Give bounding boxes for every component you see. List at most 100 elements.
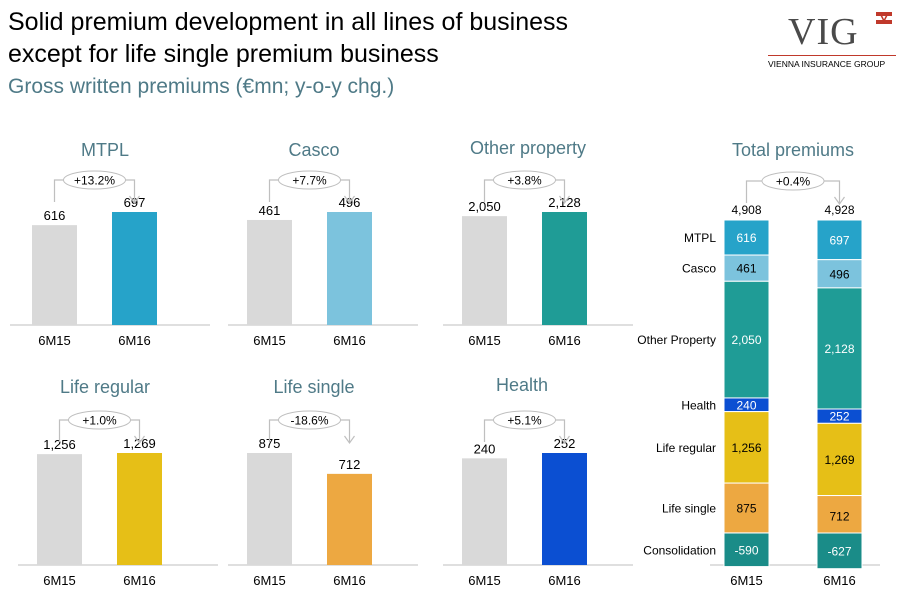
total-segment-label-6M15-mtpl: 616 — [736, 231, 756, 245]
panel-5-bar-6M16 — [327, 473, 372, 565]
total-bar-6M15-consolidation — [723, 532, 770, 568]
total-segment-label-6M16-health: 252 — [829, 410, 849, 424]
panel-5-category-label-6M16: 6M16 — [333, 573, 366, 588]
panel-5-bar-6M15 — [247, 453, 292, 565]
panel-6-change-badge — [493, 410, 556, 430]
logo-subtext: VIENNA INSURANCE GROUP — [768, 59, 886, 69]
panel-5-value-label-6M15: 875 — [259, 436, 281, 451]
title-line-1: Solid premium development in all lines o… — [8, 8, 569, 36]
panel-1-category-label-6M16: 6M16 — [118, 333, 151, 348]
panel-6-value-label-6M15: 240 — [474, 441, 496, 456]
total-row-label-life-regular: Life regular — [656, 441, 716, 455]
total-bar-6M15-mtpl — [723, 219, 770, 256]
total-row-label-mtpl: MTPL — [684, 231, 716, 245]
panel-5-change-label: -18.6% — [290, 414, 328, 428]
panel-2-category-label-6M15: 6M15 — [253, 333, 286, 348]
total-bar-6M16-consolidation — [816, 532, 863, 570]
panel-1-title: MTPL — [81, 140, 129, 160]
total-row-label-casco: Casco — [682, 262, 716, 276]
panel-6-bar-6M16 — [542, 453, 587, 565]
title-line-2: except for life single premium business — [8, 40, 439, 68]
panel-1-value-label-6M15: 616 — [44, 208, 66, 223]
total-segment-label-6M16-mtpl: 697 — [829, 233, 849, 247]
total-bar-6M15-other-property — [723, 280, 770, 399]
total-row-label-health: Health — [681, 398, 716, 412]
panel-5-value-label-6M16: 712 — [339, 457, 361, 472]
panel-6-change-label: +5.1% — [507, 414, 542, 428]
panel-4-change-badge — [68, 410, 131, 430]
panel-2-bar-6M15 — [247, 219, 292, 325]
total-segment-label-6M15-other-property: 2,050 — [731, 333, 761, 347]
panel-6-category-label-6M16: 6M16 — [548, 573, 581, 588]
total-change-arrow-icon — [834, 196, 845, 206]
page-subtitle: Gross written premiums (€mn; y-o-y chg.) — [8, 75, 395, 98]
total-segment-label-6M16-life-single: 712 — [829, 509, 849, 523]
total-bar-6M15-casco — [723, 254, 770, 282]
panel-5-change-badge — [278, 410, 341, 430]
panel-6-change-arrow-icon — [559, 435, 570, 445]
panel-3-change-label: +3.8% — [507, 174, 542, 188]
panel-4-value-label-6M15: 1,256 — [43, 437, 76, 452]
total-sum-label-6M15: 4,908 — [731, 203, 761, 217]
panel-4-category-label-6M16: 6M16 — [123, 573, 156, 588]
panel-3-bar-6M16 — [542, 212, 587, 325]
panel-4-change-label: +1.0% — [82, 414, 117, 428]
panel-2-bar-6M16 — [327, 212, 372, 325]
total-bar-6M16-other-property — [816, 287, 863, 410]
panel-1-bar-6M16 — [112, 212, 157, 325]
total-segment-label-6M15-casco: 461 — [736, 262, 756, 276]
panel-5-title: Life single — [273, 377, 354, 397]
page-title: Solid premium development in all lines o… — [8, 6, 568, 70]
panel-3-change-arrow-icon — [559, 195, 570, 205]
total-category-label-6M15: 6M15 — [730, 573, 763, 588]
total-bar-6M15-life-single — [723, 482, 770, 534]
panel-2-change-label: +7.7% — [292, 174, 327, 188]
total-segment-label-6M16-casco: 496 — [829, 267, 849, 281]
panel-1-change-arrow-icon — [129, 195, 140, 205]
panel-4-bar-6M16 — [117, 453, 162, 565]
panel-3-bar-6M15 — [462, 216, 507, 325]
panel-1-bar-6M15 — [32, 225, 77, 325]
total-title: Total premiums — [732, 140, 854, 160]
panel-4-bar-6M15 — [37, 454, 82, 565]
panel-6-category-label-6M15: 6M15 — [468, 573, 501, 588]
total-segment-label-6M15-life-regular: 1,256 — [731, 441, 761, 455]
logo-divider — [768, 55, 896, 56]
total-sum-label-6M16: 4,928 — [824, 203, 854, 217]
total-change-badge — [761, 171, 825, 191]
panel-6-bar-6M15 — [462, 458, 507, 565]
panel-4-category-label-6M15: 6M15 — [43, 573, 76, 588]
total-bar-6M16-life-regular — [816, 422, 863, 497]
panel-1-change-badge — [63, 170, 126, 190]
panel-3-category-label-6M16: 6M16 — [548, 333, 581, 348]
total-category-label-6M16: 6M16 — [823, 573, 856, 588]
panel-3-title: Other property — [470, 138, 586, 158]
total-segment-label-6M15-consolidation: -590 — [734, 543, 758, 557]
panel-5-category-label-6M15: 6M15 — [253, 573, 286, 588]
panel-3-value-label-6M15: 2,050 — [468, 199, 501, 214]
panel-1-category-label-6M15: 6M15 — [38, 333, 71, 348]
panel-2-title: Casco — [288, 140, 339, 160]
total-segment-label-6M16-consolidation: -627 — [827, 544, 851, 558]
panel-5-change-arrow-icon — [344, 435, 355, 445]
total-row-label-consolidation: Consolidation — [643, 543, 716, 557]
panel-4-title: Life regular — [60, 377, 150, 397]
panel-1-change-label: +13.2% — [74, 174, 115, 188]
total-row-label-life-single: Life single — [662, 501, 716, 515]
logo-text: VIG — [788, 11, 859, 53]
total-segment-label-6M15-life-single: 875 — [736, 501, 756, 515]
panel-3-change-badge — [493, 170, 556, 190]
total-row-label-other-property: Other Property — [637, 333, 716, 347]
total-segment-label-6M16-life-regular: 1,269 — [824, 453, 854, 467]
panel-2-category-label-6M16: 6M16 — [333, 333, 366, 348]
total-bar-6M15-life-regular — [723, 411, 770, 484]
panel-6-title: Health — [496, 375, 548, 395]
logo-flag-icon — [876, 12, 892, 24]
panel-3-category-label-6M15: 6M15 — [468, 333, 501, 348]
panel-4-change-arrow-icon — [134, 435, 145, 445]
total-segment-label-6M15-health: 240 — [736, 398, 756, 412]
panel-2-change-badge — [278, 170, 341, 190]
panel-2-value-label-6M15: 461 — [259, 203, 281, 218]
total-bar-6M16-life-single — [816, 495, 863, 537]
